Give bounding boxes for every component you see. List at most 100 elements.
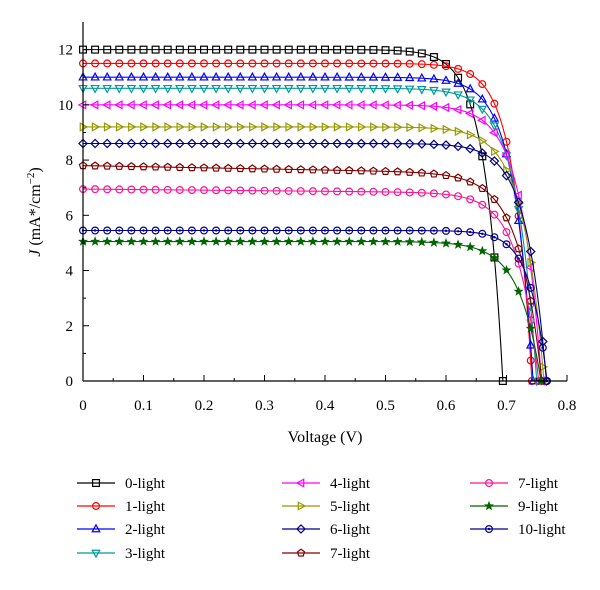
data-point: [138, 236, 149, 246]
data-point: [272, 226, 281, 235]
data-point-center: [517, 257, 520, 260]
data-point: [357, 122, 367, 132]
data-point: [333, 187, 342, 196]
series-line: [83, 62, 533, 382]
data-point: [454, 73, 463, 82]
data-point: [198, 100, 208, 110]
data-point: [114, 71, 125, 81]
data-point-center: [239, 229, 242, 232]
data-point: [319, 236, 331, 246]
data-point: [187, 226, 196, 235]
data-point: [514, 254, 523, 263]
data-point: [103, 59, 112, 68]
x-axis: 0 0.1 0.2 0.3 0.4 0.5 0.6 0.7 0.8: [79, 375, 576, 414]
data-point: [502, 240, 511, 249]
data-point: [102, 161, 112, 170]
data-point: [308, 165, 318, 174]
data-point: [440, 238, 452, 248]
data-point: [356, 85, 367, 94]
data-point: [102, 138, 113, 149]
data-point: [247, 138, 258, 149]
data-point: [138, 71, 149, 81]
data-point: [113, 100, 123, 110]
data-point: [175, 84, 185, 94]
data-point: [272, 45, 281, 54]
data-point: [321, 122, 331, 132]
data-point: [356, 71, 367, 81]
data-point: [393, 167, 402, 176]
legend-swatch-marker: [295, 478, 305, 488]
y-tick-label: 8: [66, 153, 74, 169]
data-point: [308, 226, 317, 235]
data-point: [91, 122, 101, 132]
data-point: [319, 100, 329, 110]
x-axis-label: Voltage (V): [288, 429, 363, 446]
data-point: [248, 45, 257, 54]
data-point: [417, 49, 426, 58]
data-point-center: [335, 229, 339, 232]
data-point: [114, 138, 125, 149]
data-point: [416, 139, 427, 149]
data-point: [90, 236, 101, 246]
data-point-center: [166, 229, 169, 232]
data-point: [247, 100, 256, 110]
data-point: [200, 122, 210, 132]
data-point: [320, 84, 330, 94]
data-point-center: [202, 229, 206, 232]
data-point: [272, 186, 281, 195]
data-point: [248, 164, 257, 173]
data-point: [368, 100, 377, 110]
data-point: [210, 100, 220, 110]
data-point: [321, 187, 330, 196]
data-point: [526, 356, 535, 365]
data-point: [234, 100, 244, 110]
data-point: [502, 228, 511, 237]
data-point: [417, 188, 426, 197]
y-axis-label-close: ): [27, 167, 44, 172]
data-point: [417, 60, 426, 69]
data-point: [259, 71, 270, 81]
data-point: [199, 84, 209, 94]
data-point-center: [493, 236, 496, 239]
data-point: [187, 71, 197, 81]
data-point: [128, 122, 137, 132]
data-point: [392, 236, 403, 246]
data-point: [309, 122, 319, 132]
data-point: [236, 59, 245, 68]
data-point: [404, 85, 415, 95]
data-point: [356, 236, 367, 246]
data-point: [430, 123, 440, 134]
data-point: [429, 226, 438, 235]
series-1-light-1: [78, 59, 536, 386]
data-point: [187, 59, 196, 68]
data-point: [127, 59, 136, 68]
data-point: [199, 71, 209, 81]
data-point: [368, 71, 379, 81]
legend-swatch-marker: [485, 524, 494, 533]
data-point: [186, 100, 196, 110]
data-point: [477, 245, 488, 256]
data-point: [271, 100, 280, 110]
data-point-center: [408, 229, 411, 232]
data-point: [406, 122, 416, 133]
data-point: [223, 163, 233, 172]
data-point: [478, 200, 487, 209]
data-point: [260, 164, 269, 173]
data-point: [272, 59, 281, 68]
data-point: [417, 226, 426, 235]
data-point: [152, 122, 161, 132]
data-point: [248, 186, 257, 195]
data-point: [151, 162, 160, 171]
legend-swatch-marker: [91, 502, 100, 511]
data-point-center: [481, 232, 484, 235]
data-point: [224, 122, 234, 132]
data-point: [138, 100, 147, 110]
data-point: [247, 84, 258, 94]
data-point: [127, 162, 136, 171]
legend-item-1-light: 1-light: [77, 499, 166, 515]
data-point: [307, 100, 317, 110]
legend-swatch-marker: [297, 501, 307, 511]
data-point: [283, 84, 294, 94]
data-point: [380, 236, 391, 246]
data-point: [236, 226, 245, 235]
